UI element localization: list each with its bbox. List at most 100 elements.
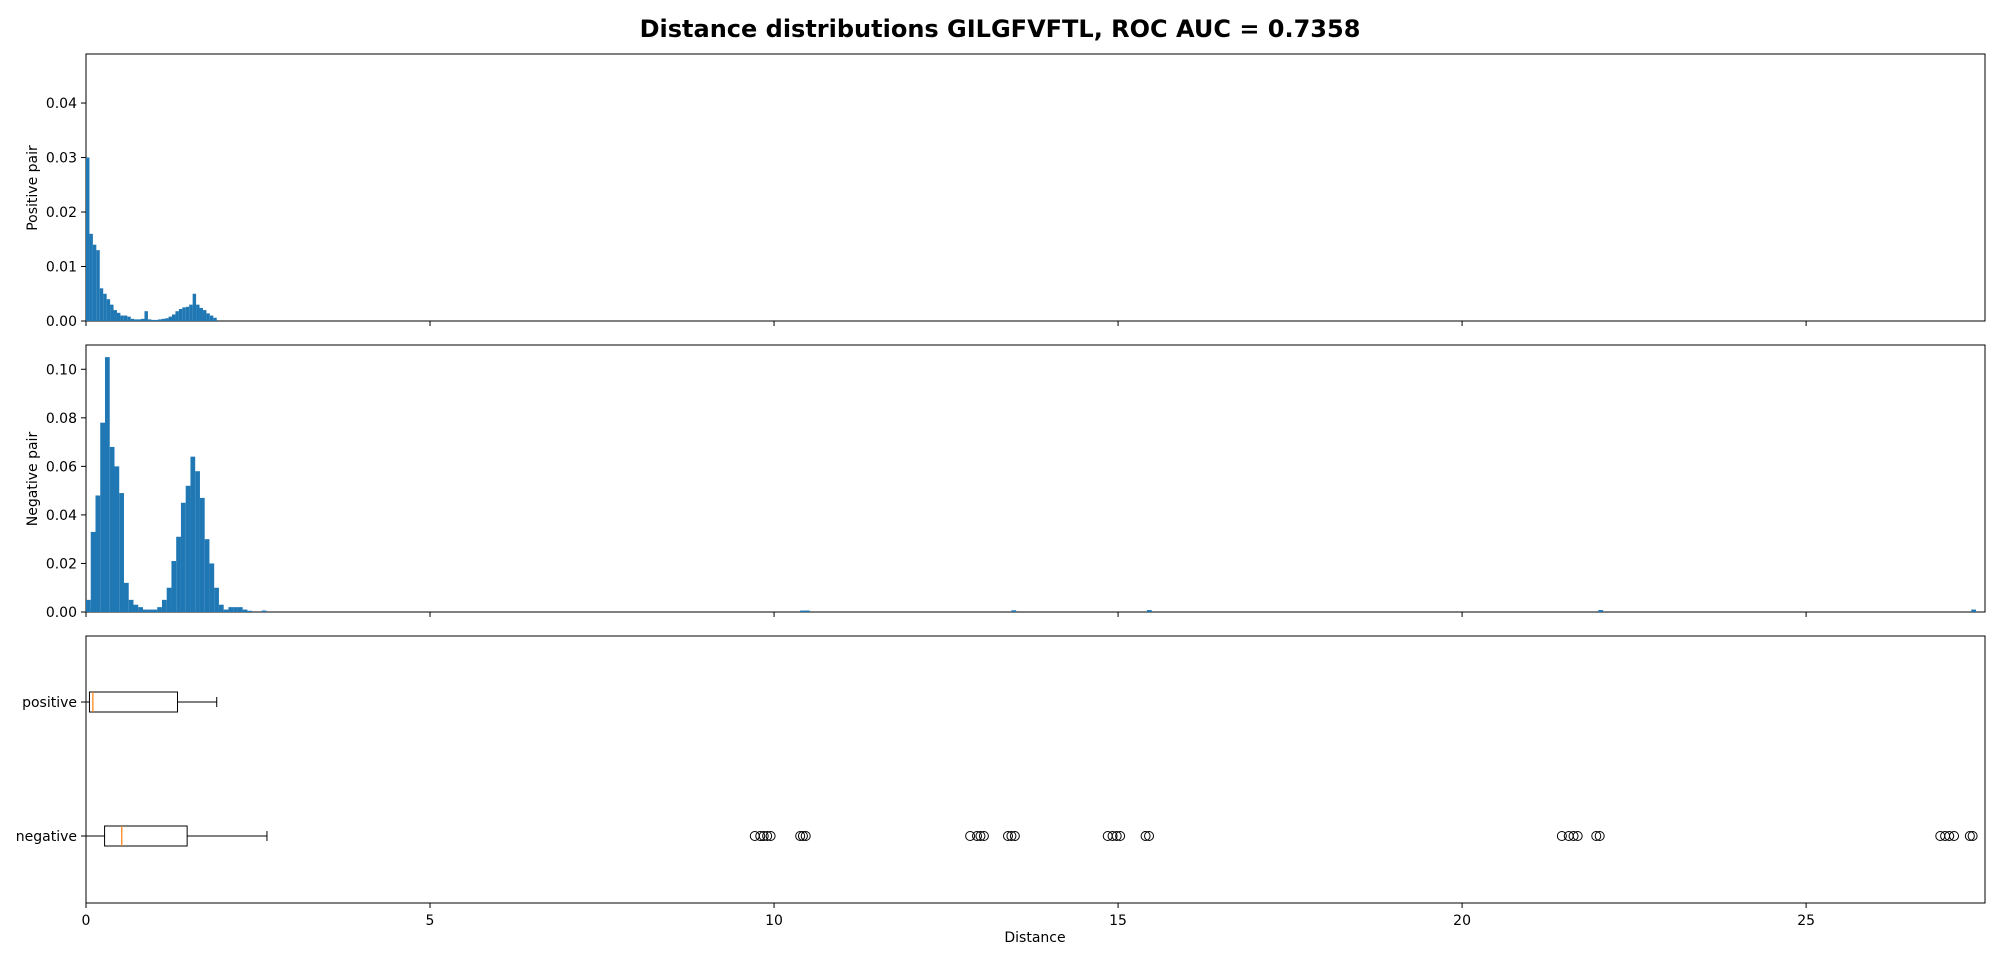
positive-hist-bar: [106, 299, 111, 321]
positive-box: [88, 691, 179, 713]
negative-outlier: [758, 831, 769, 841]
positive-hist-bar: [92, 244, 97, 321]
positive-hist-bar: [182, 307, 186, 321]
negative-hist-bar: [138, 607, 143, 612]
negative-hist-ytick-label: 0.08: [46, 411, 77, 427]
negative-hist-bar: [95, 495, 101, 612]
negative-hist-bar: [185, 485, 191, 612]
negative-hist-ytick-label: 0.00: [46, 605, 77, 621]
positive-hist-bar: [141, 318, 145, 321]
negative-box: [104, 825, 188, 847]
negative-hist-bar: [157, 607, 162, 612]
boxplot-axes-frame: [85, 635, 1986, 904]
negative-outlier: [1140, 831, 1151, 841]
negative-outlier: [972, 831, 983, 841]
positive-hist-bar: [165, 318, 169, 321]
negative-hist-bar: [261, 610, 267, 612]
negative-outlier: [797, 831, 808, 841]
negative-hist-bar: [805, 610, 810, 612]
positive-hist-bar: [178, 309, 183, 321]
negative-outlier: [765, 831, 776, 841]
negative-hist-bar: [199, 497, 205, 612]
negative-hist-bar: [1011, 610, 1017, 612]
negative-hist-bar: [209, 563, 215, 612]
negative-hist-bar: [242, 609, 248, 612]
positive-hist-bar: [89, 233, 93, 321]
negative-hist-bar: [1146, 610, 1152, 612]
positive-hist-bar: [130, 318, 135, 321]
positive-hist-bar: [99, 288, 104, 321]
positive-hist-bar: [120, 315, 124, 321]
negative-outlier: [1944, 831, 1955, 841]
positive-hist-bar: [147, 319, 152, 321]
negative-hist-bar: [171, 561, 177, 612]
negative-hist-bar: [86, 599, 91, 612]
negative-outlier: [1556, 831, 1567, 841]
negative-outlier: [975, 831, 986, 841]
negative-hist-bar: [90, 531, 96, 612]
positive-hist-bar: [196, 304, 200, 321]
positive-hist-bar: [113, 310, 117, 321]
negative-ylabel: Negative pair: [25, 432, 41, 527]
negative-hist-bar: [166, 587, 172, 612]
negative-hist-bar: [142, 609, 148, 612]
negative-outlier: [1594, 831, 1605, 841]
positive-hist-bar: [189, 304, 193, 321]
positive-hist-bar: [213, 317, 217, 321]
positive-ylabel: Positive pair: [25, 145, 41, 231]
positive-histogram-panel: Positive pair 0.00 0.01 0.02 0.03 0.04: [25, 53, 1986, 330]
positive-hist-ytick-label: 0.04: [46, 96, 77, 112]
negative-outlier: [1964, 831, 1975, 841]
negative-hist-bar: [1971, 609, 1976, 612]
negative-axes-frame: [85, 344, 1986, 613]
negative-hist-bar: [104, 357, 110, 612]
negative-hist-bar: [114, 466, 120, 612]
positive-hist-bar: [110, 304, 114, 321]
positive-hist-bar: [209, 315, 214, 321]
negative-outlier: [1006, 831, 1017, 841]
negative-outlier: [978, 831, 989, 841]
positive-hist-bar: [144, 311, 148, 321]
positive-hist-bar: [199, 307, 203, 321]
positive-hist-bar: [86, 157, 90, 321]
positive-hist-bar: [202, 310, 207, 321]
negative-hist-bar: [133, 604, 139, 612]
positive-hist-bar: [175, 311, 179, 321]
positive-hist-bar: [151, 319, 155, 321]
negative-histogram-panel: Negative pair 0.00 0.02 0.04 0.06 0.08 0.10: [25, 344, 1986, 621]
positive-hist-bar: [185, 306, 190, 321]
boxplot-xtick-label: 0: [82, 913, 91, 929]
negative-outlier: [1107, 831, 1118, 841]
negative-hist-bar: [247, 610, 253, 612]
negative-hist-bar: [800, 610, 805, 612]
negative-hist-bar: [218, 604, 224, 612]
negative-hist-bar: [214, 587, 219, 612]
positive-hist-bar: [123, 315, 128, 321]
negative-hist-bar: [204, 539, 210, 612]
positive-hist-ytick-label: 0.00: [46, 314, 77, 330]
negative-hist-ytick-label: 0.10: [46, 362, 77, 378]
boxplot-xlabel: Distance: [1004, 930, 1065, 946]
positive-hist-bar: [116, 312, 121, 321]
negative-outlier: [795, 831, 806, 841]
boxplot-xtick-label: 5: [426, 913, 435, 929]
negative-hist-bar: [233, 607, 238, 612]
negative-outlier: [749, 831, 760, 841]
boxplot-xtick-label: 20: [1453, 913, 1471, 929]
negative-hist-bar: [119, 493, 124, 612]
negative-hist-bar: [176, 536, 181, 612]
negative-outlier: [762, 831, 773, 841]
boxplot-panel: Distance positive negative 0 5 10 15 20 25: [16, 635, 1986, 946]
positive-hist-bar: [134, 319, 138, 321]
positive-hist-bar: [103, 293, 107, 321]
negative-outlier: [800, 831, 811, 841]
boxplot-xtick-label: 15: [1109, 913, 1127, 929]
negative-hist-bar: [195, 471, 200, 612]
negative-outlier: [1568, 831, 1579, 841]
negative-outlier: [1949, 831, 1960, 841]
positive-hist-bar: [206, 313, 210, 321]
positive-hist-bar: [168, 316, 173, 321]
positive-hist-bar: [161, 318, 166, 321]
positive-hist-ytick-label: 0.02: [46, 205, 77, 221]
